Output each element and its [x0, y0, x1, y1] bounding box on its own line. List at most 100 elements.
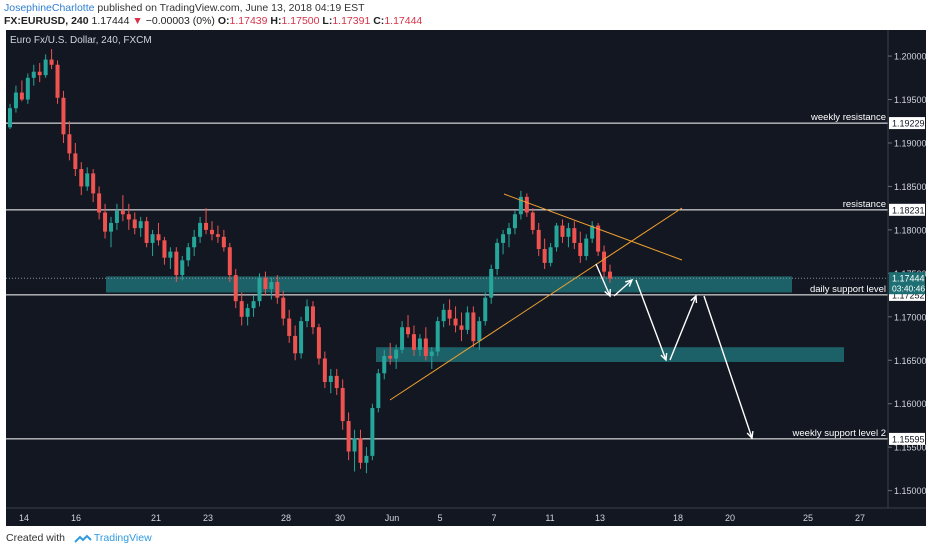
candle-body: [459, 325, 464, 330]
published-text: published on TradingView.com, June 13, 2…: [94, 2, 365, 14]
candle-body: [322, 358, 327, 382]
candle-body: [180, 260, 185, 276]
price-chart[interactable]: weekly resistance resistance daily support…: [6, 30, 927, 526]
candle-body: [590, 225, 595, 239]
close-label: C:: [373, 15, 385, 27]
x-tick-label: 21: [151, 513, 161, 523]
candle-body: [13, 92, 18, 109]
candle-body: [198, 222, 203, 237]
candle-body: [495, 242, 500, 269]
level-label: daily support level: [810, 284, 886, 295]
candle-body: [518, 196, 523, 215]
x-tick-label: 27: [855, 513, 865, 523]
chart-panel[interactable]: weekly resistance resistance daily support…: [6, 30, 927, 526]
arrow-head: [625, 278, 634, 287]
descending-trendline: [503, 193, 683, 261]
candle-body: [138, 221, 143, 229]
close-value: 1.17444: [384, 15, 423, 27]
candle-body: [530, 212, 535, 230]
arrow-head: [690, 294, 698, 304]
candle-body: [287, 318, 292, 336]
candle-body: [233, 275, 238, 302]
y-tick-label: 1.17000: [894, 312, 926, 322]
candle-body: [299, 321, 304, 354]
level-label: weekly support level 2: [792, 428, 886, 439]
candle-body: [97, 193, 102, 213]
candle-body: [447, 309, 452, 319]
candle-body: [114, 210, 119, 223]
last-price: 1.17444: [91, 15, 130, 27]
projection-arrow: [595, 263, 611, 297]
high-value: 1.17500: [281, 15, 320, 27]
candle-body: [275, 282, 280, 298]
y-tick-label: 1.20000: [894, 52, 926, 62]
candle-body: [489, 269, 494, 298]
candle-body: [257, 277, 262, 302]
candle-body: [334, 375, 339, 389]
candle-body: [126, 214, 131, 220]
open-label: O:: [217, 15, 230, 27]
projection-arrow: [669, 295, 697, 361]
candle-body: [572, 228, 577, 243]
level-price-tag-label: 1.17252: [892, 290, 925, 300]
candle-body: [524, 196, 529, 213]
candle-body: [192, 236, 197, 248]
candle-body: [108, 222, 113, 232]
candle-body: [394, 349, 399, 359]
candle-body: [435, 321, 440, 352]
candle-body: [364, 455, 369, 463]
projection-arrow: [703, 295, 753, 439]
candle-body: [37, 71, 42, 76]
x-tick-label: 11: [545, 513, 554, 523]
current-price-tag: [889, 272, 925, 295]
candle-body: [61, 97, 66, 135]
candle-body: [423, 338, 428, 356]
x-tick-label: 25: [803, 513, 813, 523]
price-change: −0.00003 (0%): [145, 15, 215, 27]
arrow-head: [746, 430, 754, 440]
candle-body: [67, 134, 72, 154]
tradingview-brand[interactable]: TradingView: [93, 532, 152, 544]
publish-info: JosephineCharlotte published on TradingV…: [4, 2, 365, 14]
y-tick-label: 1.15000: [894, 486, 926, 496]
footer: Created with TradingView: [0, 528, 932, 550]
high-label: H:: [270, 15, 282, 27]
candle-body: [49, 59, 54, 65]
symbol-name: FX:EURUSD, 240: [4, 15, 89, 27]
candle-body: [382, 355, 387, 374]
candle-body: [245, 308, 250, 317]
candle-body: [31, 71, 36, 78]
candle-body: [346, 421, 351, 452]
candle-body: [340, 388, 345, 422]
candle-body: [602, 251, 607, 272]
candle-body: [501, 234, 506, 243]
candle-body: [55, 64, 60, 98]
countdown-label: 03:40:46: [892, 284, 925, 294]
publish-header: JosephineCharlotte published on TradingV…: [0, 0, 932, 28]
candle-body: [251, 301, 256, 309]
candle-body: [554, 225, 559, 248]
y-tick-label: 1.16500: [894, 356, 926, 366]
projection-arrow: [613, 279, 633, 297]
candle-body: [227, 247, 232, 276]
level-price-tag: [889, 203, 925, 216]
candle-body: [536, 229, 541, 250]
candle-body: [156, 234, 161, 241]
candle-body: [186, 247, 191, 261]
symbol-info: FX:EURUSD, 240 1.17444 ▼ −0.00003 (0%) O…: [4, 15, 422, 27]
author-link[interactable]: JosephineCharlotte: [4, 2, 95, 14]
low-value: 1.17391: [332, 15, 371, 27]
y-tick-label: 1.19000: [894, 138, 926, 148]
candle-body: [168, 251, 173, 258]
tradingview-logo-icon: [74, 534, 92, 543]
open-value: 1.17439: [229, 15, 268, 27]
candle-body: [215, 234, 220, 237]
y-tick-label: 1.15500: [894, 443, 926, 453]
candle-body: [406, 327, 411, 335]
created-with-text: Created with: [6, 532, 65, 544]
y-tick-label: 1.19500: [894, 95, 926, 105]
candle-body: [310, 306, 315, 328]
candle-body: [293, 335, 298, 354]
candle-body: [560, 225, 565, 237]
candle-body: [542, 249, 547, 263]
